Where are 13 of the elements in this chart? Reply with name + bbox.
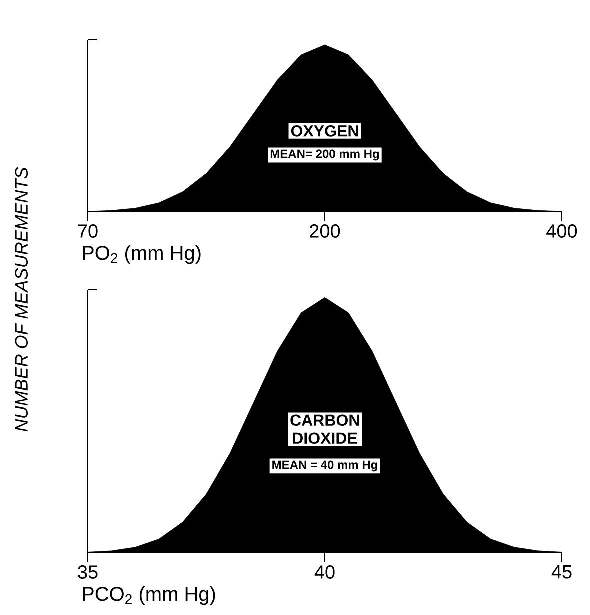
x-tick-label: 35 — [78, 566, 98, 579]
x-axis-title: PCO$_{2}$ (mm Hg) — [83, 586, 216, 606]
y-axis-title: NUMBER OF MEASUREMENTS — [15, 167, 28, 432]
annotation: MEAN = 40 mm Hg — [272, 460, 378, 472]
annotation: MEAN= 200 mm Hg — [270, 150, 380, 161]
x-tick-label: 70 — [78, 224, 98, 238]
annotation: OXYGEN — [291, 126, 358, 137]
x-tick-label: 400 — [546, 224, 578, 238]
x-axis-title: PO$_{2}$ (mm Hg) — [83, 246, 201, 264]
x-tick-label: 45 — [552, 566, 572, 579]
x-tick-label: 40 — [314, 566, 335, 579]
x-tick-label: 200 — [310, 224, 340, 238]
annotation: CARBON DIOXIDE — [290, 414, 360, 444]
